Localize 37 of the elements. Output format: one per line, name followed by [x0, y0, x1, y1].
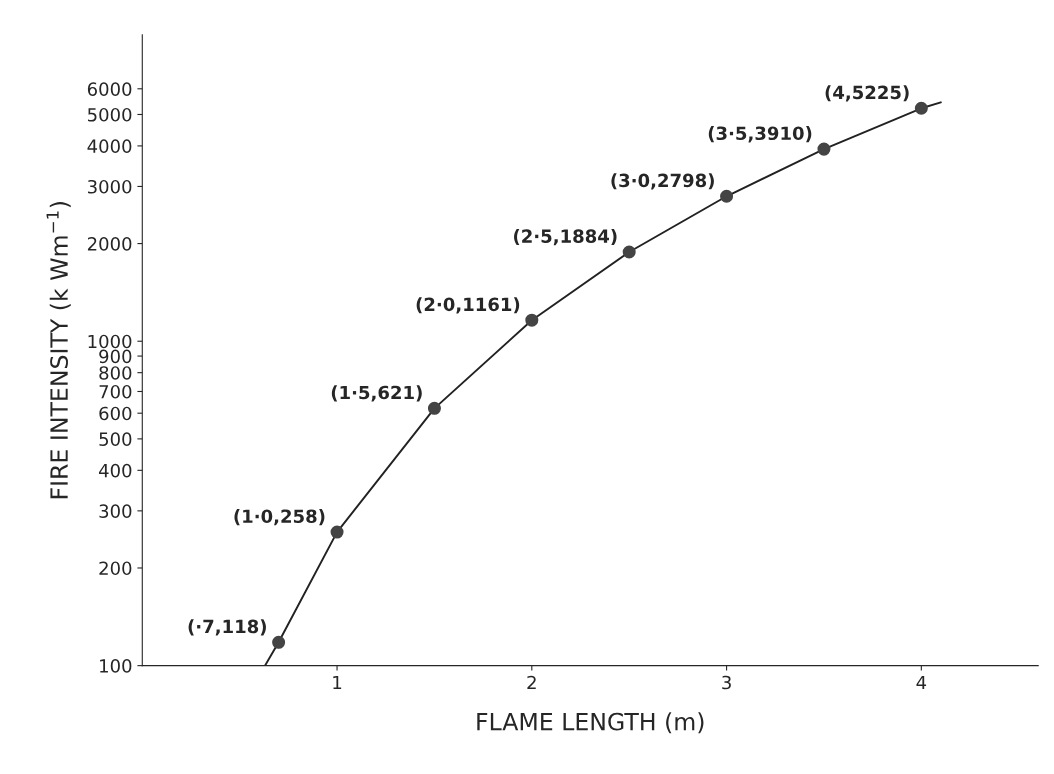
y-tick-label: 2000 — [87, 237, 132, 251]
y-tick-label: 100 — [100, 659, 132, 673]
annotation: (·7,118) — [188, 619, 266, 636]
annotation: (3·0,2798) — [611, 173, 714, 190]
y-tick-label: 3000 — [87, 179, 132, 194]
y-tick-label: 1000 — [88, 334, 132, 349]
point — [720, 189, 734, 203]
point — [622, 245, 636, 259]
y-tick-label: 300 — [99, 504, 132, 518]
annotation: (4,5225) — [825, 85, 909, 102]
point — [817, 142, 831, 156]
y-axis-title: FIRE INTENSITY (k Wm$^{−1}$) — [46, 202, 71, 499]
point — [272, 635, 286, 649]
annotation: (3·5,3910) — [708, 126, 812, 143]
y-tick-label: 4000 — [87, 139, 132, 154]
y-tick-label: 800 — [99, 366, 132, 380]
point — [427, 401, 441, 415]
x-tick-label: 4 — [916, 675, 927, 690]
y-tick-label: 600 — [99, 406, 132, 421]
x-tick-label: 1 — [333, 675, 342, 690]
y-tick-label: 700 — [99, 384, 132, 399]
y-tick-label: 500 — [99, 432, 132, 446]
annotation: (2·0,1161) — [416, 297, 520, 314]
y-tick-label: 200 — [99, 561, 132, 576]
annotation: (1·5,621) — [331, 385, 422, 402]
y-tick-label: 5000 — [88, 107, 132, 122]
x-axis-title: FLAME LENGTH (m) — [477, 712, 704, 734]
y-tick-label: 900 — [99, 349, 132, 364]
y-tick-label: 6000 — [87, 82, 132, 96]
annotation: (2·5,1884) — [514, 228, 617, 246]
point — [525, 313, 539, 327]
point — [914, 101, 928, 115]
x-tick-label: 3 — [722, 675, 731, 690]
x-tick-label: 2 — [527, 675, 536, 690]
annotation: (1·0,258) — [234, 509, 325, 526]
point — [330, 525, 344, 539]
y-tick-label: 400 — [98, 463, 132, 478]
